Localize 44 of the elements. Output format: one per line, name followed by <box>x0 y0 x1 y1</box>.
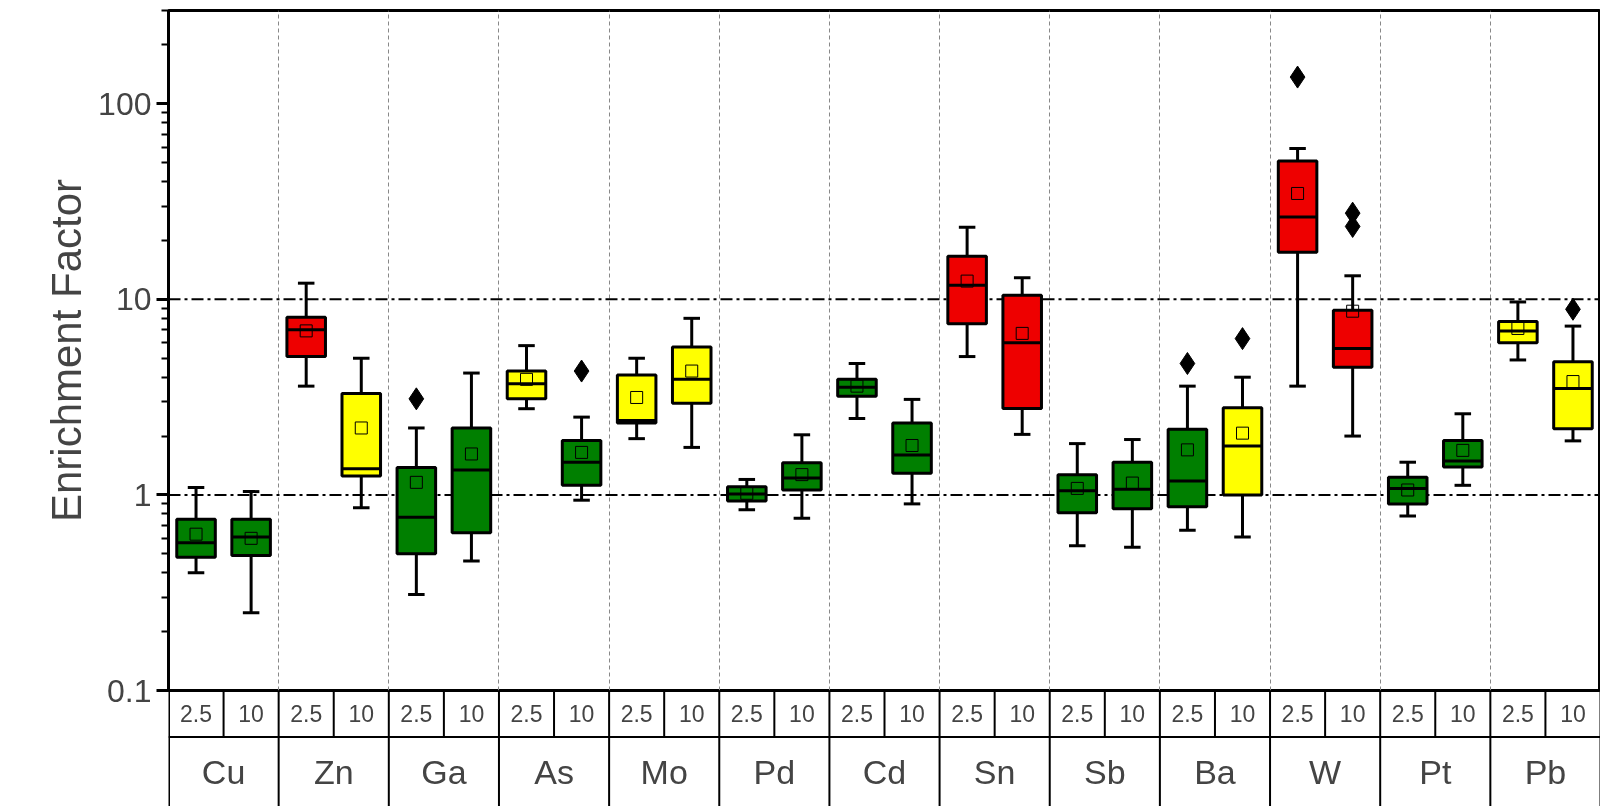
text: 10 <box>789 701 815 728</box>
text: 10 <box>678 701 705 728</box>
text: 10 <box>568 701 595 728</box>
text: 2.5 <box>290 701 323 728</box>
y-tick-label: 0.1 <box>107 672 152 709</box>
x-tick-label: Cd <box>862 752 907 791</box>
text: 10 <box>1009 701 1035 728</box>
text: 10 <box>1229 701 1256 728</box>
text: 2.5 <box>400 701 433 728</box>
text: 10 <box>1560 701 1586 728</box>
text: 2.5 <box>1391 701 1424 728</box>
text: 2.5 <box>1061 701 1094 728</box>
x-tick-label: Pd <box>753 752 796 791</box>
text: 10 <box>1450 701 1476 728</box>
text: 2.5 <box>1281 701 1314 728</box>
x-tick-label: Pt <box>1419 752 1452 791</box>
x-tick-label: Ga <box>421 752 467 791</box>
y-tick-label: 10 <box>115 281 152 318</box>
x-tick-label: Sb <box>1084 752 1126 791</box>
text: 2.5 <box>1501 701 1534 728</box>
text: 2.5 <box>180 701 213 728</box>
y-tick-label: 100 <box>98 85 152 122</box>
text: 2.5 <box>620 701 653 728</box>
x-tick-label: Ba <box>1194 752 1236 791</box>
x-tick-label: Sn <box>973 752 1016 791</box>
text: 2.5 <box>951 701 984 728</box>
text: 2.5 <box>840 701 873 728</box>
text: 10 <box>1339 701 1366 728</box>
x-tick-label: W <box>1309 752 1342 791</box>
text: 2.5 <box>1171 701 1204 728</box>
text: 10 <box>458 701 485 728</box>
text: 10 <box>348 701 375 728</box>
x-tick-label: Cu <box>201 752 246 791</box>
text: 10 <box>899 701 925 728</box>
y-axis-title: Enrichment Factor <box>43 178 91 523</box>
y-tick-label: 1 <box>133 476 152 513</box>
legend-label: 10 <box>238 701 264 728</box>
x-tick-label: Zn <box>313 752 354 791</box>
x-tick-label: As <box>534 752 574 791</box>
text: 2.5 <box>730 701 763 728</box>
text: 10 <box>1119 701 1146 728</box>
x-tick-label: Pb <box>1524 752 1567 791</box>
x-tick-label: Mo <box>640 752 688 791</box>
text: 2.5 <box>510 701 543 728</box>
